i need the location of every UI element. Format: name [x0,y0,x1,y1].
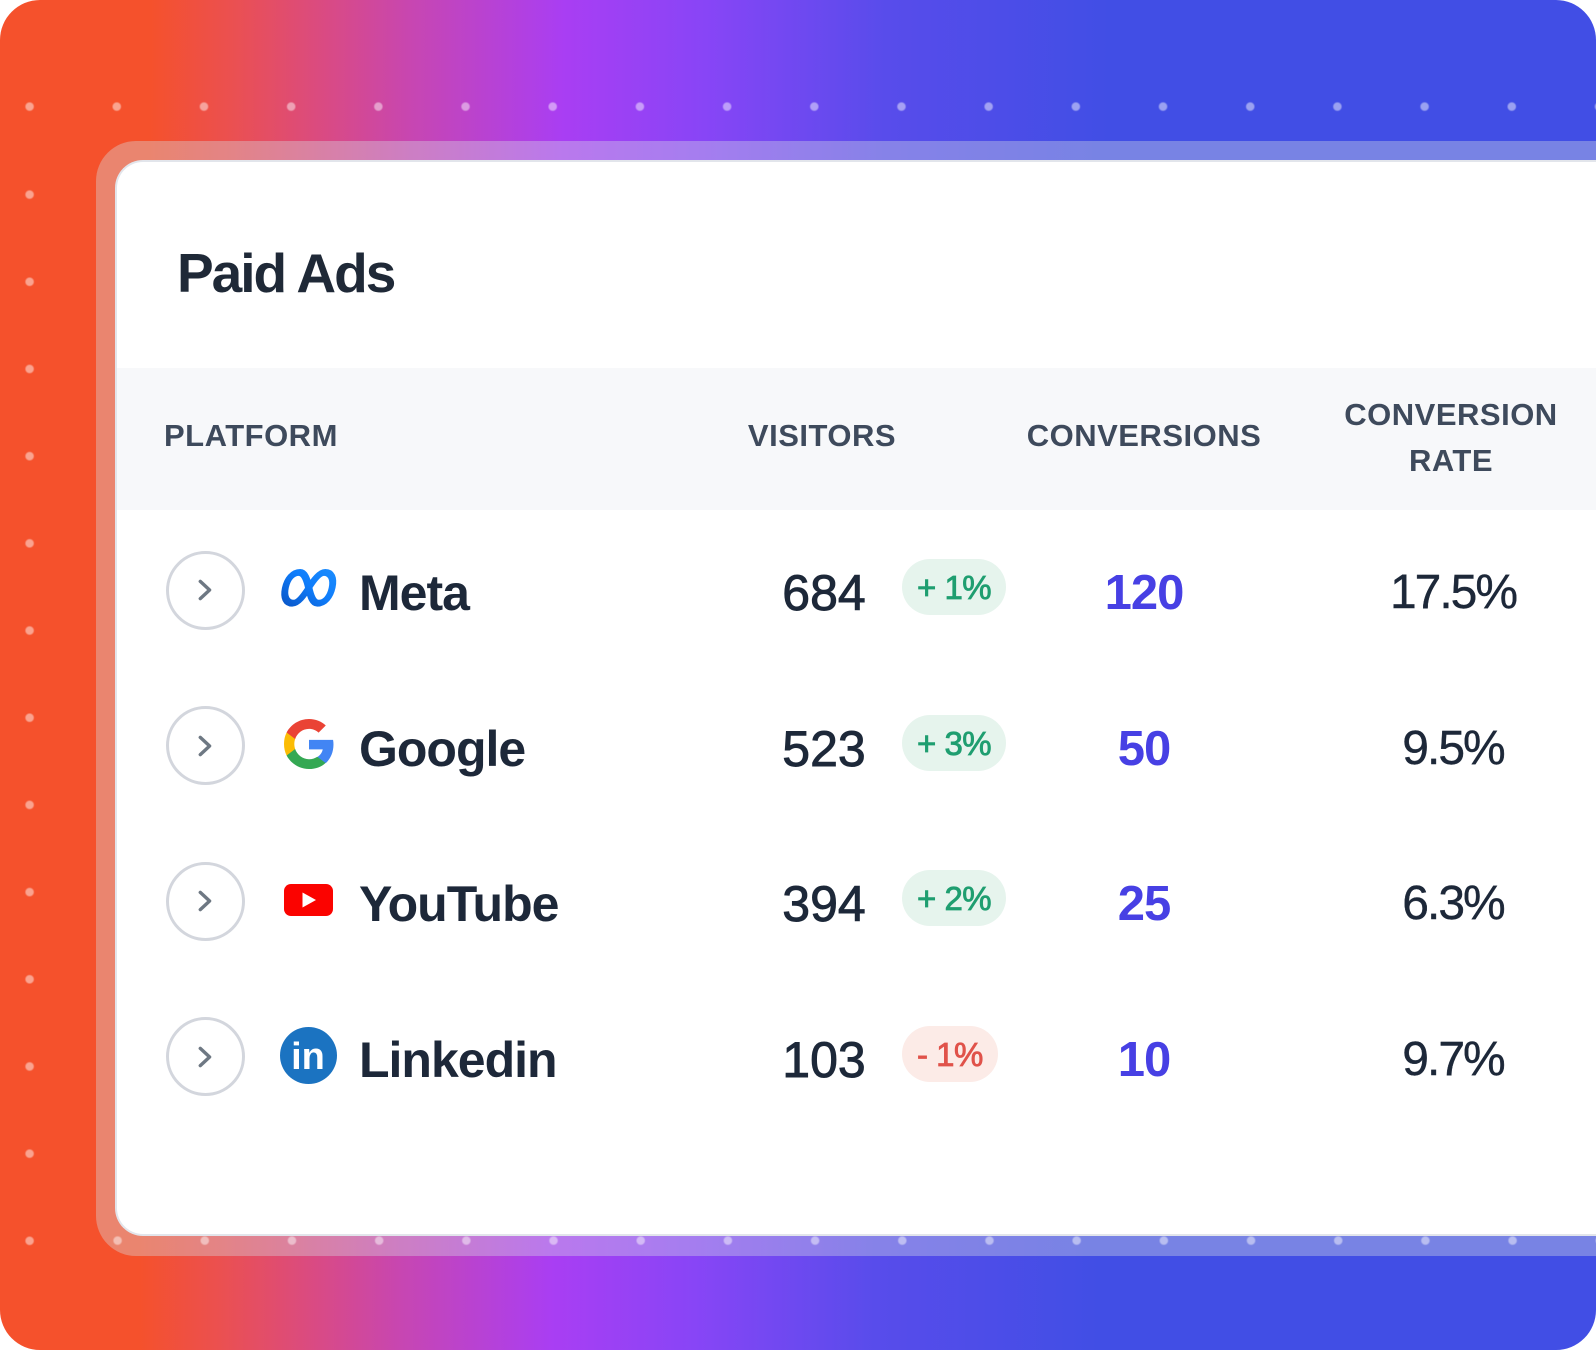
svg-text:in: in [291,1036,325,1078]
